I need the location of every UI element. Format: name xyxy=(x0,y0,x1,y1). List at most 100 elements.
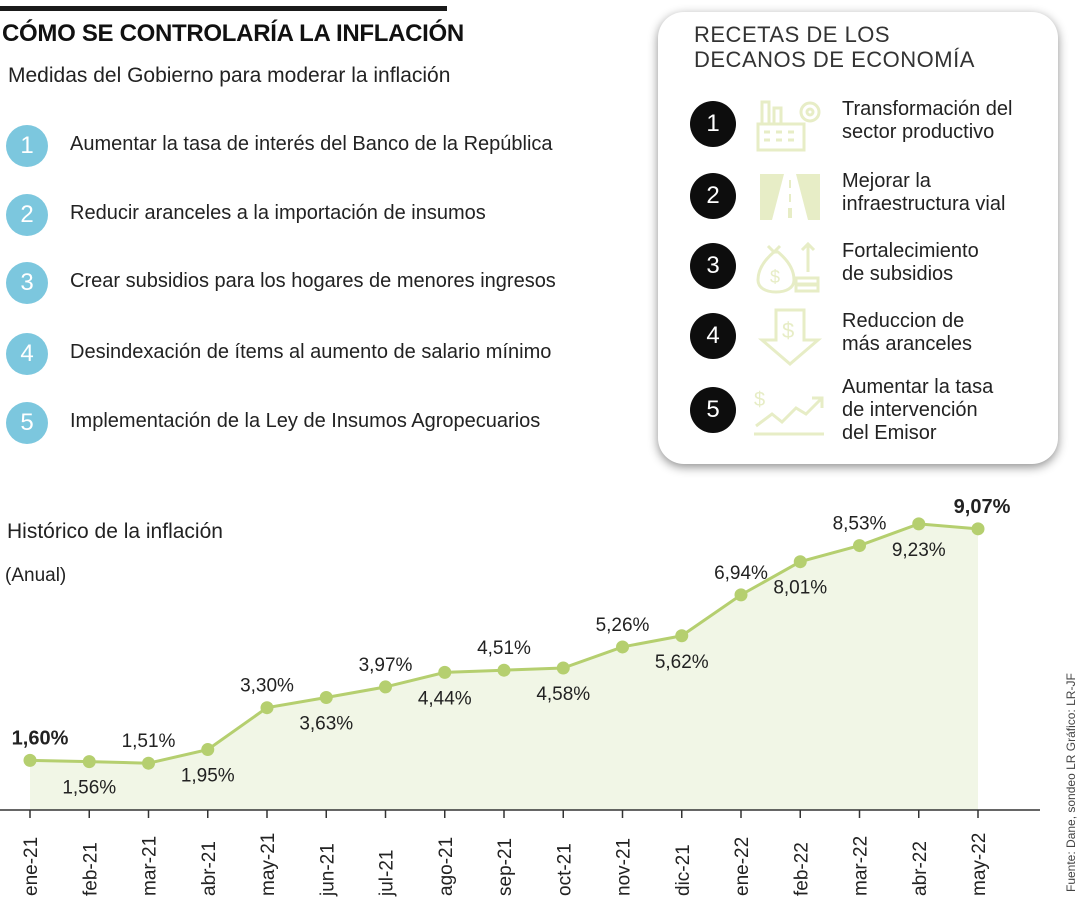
recipe-number-circle: 4 xyxy=(690,313,736,359)
recipe-item: 2 Mejorar la infraestructura vial xyxy=(690,168,1050,228)
x-tick-label: ago-21 xyxy=(436,837,457,896)
data-label: 4,58% xyxy=(536,684,590,705)
recipe-text: Mejorar la infraestructura vial xyxy=(842,170,1006,215)
measure-text: Reducir aranceles a la importación de in… xyxy=(70,202,486,224)
data-label: 6,94% xyxy=(714,563,768,584)
x-tick-label: jul-21 xyxy=(377,850,398,897)
recipe-number-circle: 1 xyxy=(690,101,736,147)
measure-item: 4 Desindexación de ítems al aumento de s… xyxy=(6,333,606,375)
x-tick-label: oct-21 xyxy=(554,843,575,896)
data-point xyxy=(734,588,748,602)
data-point xyxy=(438,665,452,679)
measure-number-circle: 4 xyxy=(6,333,48,375)
x-tick-label: may-22 xyxy=(969,833,990,896)
x-tick-label: mar-21 xyxy=(140,836,161,896)
data-label: 4,44% xyxy=(418,688,472,709)
data-label: 3,97% xyxy=(359,655,413,676)
data-point xyxy=(260,701,274,715)
measure-text: Crear subsidios para los hogares de meno… xyxy=(70,270,556,292)
factory-gear-icon xyxy=(756,100,821,152)
recipe-item: 3 $ Fortalecimiento de subsidios xyxy=(690,238,1050,298)
measure-item: 2 Reducir aranceles a la importación de … xyxy=(6,194,606,236)
svg-text:$: $ xyxy=(754,389,765,411)
recipe-text: Fortalecimiento de subsidios xyxy=(842,240,979,285)
page-title: CÓMO SE CONTROLARÍA LA INFLACIÓN xyxy=(2,20,464,47)
measure-text: Implementación de la Ley de Insumos Agro… xyxy=(70,410,541,432)
road-icon xyxy=(760,174,820,220)
measure-number-circle: 1 xyxy=(6,125,48,167)
data-point xyxy=(853,539,866,553)
x-tick-label: may-21 xyxy=(258,833,279,896)
recipe-item: 4 $ Reduccion de más aranceles xyxy=(690,308,1050,368)
data-label: 4,51% xyxy=(477,638,531,659)
data-point xyxy=(23,753,37,767)
x-tick-label: abr-22 xyxy=(910,841,931,896)
recipe-number-circle: 5 xyxy=(690,387,736,433)
inflation-chart: 1,60% ene-21 1,56% feb-21 1,51% mar-21 1,95% ab… xyxy=(0,496,1040,897)
recipe-item: 5 $ Aumentar la tasa de intervención del… xyxy=(690,376,1050,444)
data-label: 5,26% xyxy=(596,615,650,636)
recipes-title-line: RECETAS DE LOS xyxy=(694,22,891,47)
measure-number-circle: 2 xyxy=(6,194,48,236)
source-note: Fuente: Dane, sondeo LR Gráfico: LR-JF xyxy=(1064,673,1078,892)
data-label: 1,95% xyxy=(181,766,235,787)
x-tick-label: feb-22 xyxy=(791,842,812,896)
measure-item: 1 Aumentar la tasa de interés del Banco … xyxy=(6,125,606,167)
data-label: 9,07% xyxy=(954,496,1011,518)
data-point xyxy=(82,755,96,769)
x-tick-label: ene-22 xyxy=(732,837,753,896)
svg-text:$: $ xyxy=(770,267,780,287)
data-point xyxy=(379,680,392,694)
measure-text: Desindexación de ítems al aumento de sal… xyxy=(70,341,552,363)
x-tick-label: jun-21 xyxy=(317,843,338,897)
title-bar xyxy=(0,6,447,11)
recipe-number-circle: 2 xyxy=(690,173,736,219)
recipes-title-line: DECANOS DE ECONOMÍA xyxy=(694,47,975,72)
recipe-text: Aumentar la tasa de intervención del Emi… xyxy=(842,376,994,444)
recipe-item: 1 Transformación del sector productivo xyxy=(690,96,1050,156)
measure-item: 5 Implementación de la Ley de Insumos Ag… xyxy=(6,402,606,444)
money-bag-coins-icon: $ xyxy=(756,241,820,294)
recipe-text: Transformación del sector productivo xyxy=(842,98,1013,143)
recipes-panel: RECETAS DE LOS DECANOS DE ECONOMÍA 1 Tra… xyxy=(658,12,1058,464)
data-point xyxy=(971,522,985,536)
x-tick-label: sep-21 xyxy=(495,838,516,896)
data-point xyxy=(201,743,215,757)
data-point xyxy=(556,661,570,675)
data-point xyxy=(319,690,333,704)
recipe-text: Reduccion de más aranceles xyxy=(842,310,973,355)
measure-text: Aumentar la tasa de interés del Banco de… xyxy=(70,133,553,155)
measure-item: 3 Crear subsidios para los hogares de me… xyxy=(6,262,606,304)
page-subtitle: Medidas del Gobierno para moderar la inf… xyxy=(8,64,451,87)
x-tick-label: mar-22 xyxy=(851,836,872,896)
data-point xyxy=(616,640,629,654)
data-point xyxy=(793,555,807,569)
x-tick-label: nov-21 xyxy=(614,838,635,896)
x-tick-label: feb-21 xyxy=(80,842,101,896)
data-label: 3,63% xyxy=(299,713,353,734)
data-label: 1,56% xyxy=(62,778,116,799)
data-label: 1,51% xyxy=(122,731,176,752)
chart-title: Histórico de la inflación xyxy=(7,520,223,543)
recipe-number-circle: 3 xyxy=(690,243,736,289)
x-tick-label: abr-21 xyxy=(199,841,220,896)
data-point xyxy=(497,663,511,677)
data-point xyxy=(912,517,926,531)
recipes-title: RECETAS DE LOS DECANOS DE ECONOMÍA xyxy=(694,22,975,72)
x-tick-label: dic-21 xyxy=(673,844,694,896)
chart-unit: (Anual) xyxy=(5,565,67,586)
data-point xyxy=(142,756,155,770)
measure-number-circle: 5 xyxy=(6,402,48,444)
data-point xyxy=(675,629,689,643)
dollar-trend-up-icon: $ xyxy=(754,389,824,436)
svg-text:$: $ xyxy=(782,318,794,343)
measure-number-circle: 3 xyxy=(6,262,48,304)
data-label: 3,30% xyxy=(240,676,294,697)
data-label: 5,62% xyxy=(655,652,709,673)
data-label: 8,53% xyxy=(833,514,887,535)
data-label: 9,23% xyxy=(892,540,946,561)
data-label: 1,60% xyxy=(12,727,69,749)
dollar-down-arrow-icon: $ xyxy=(757,308,823,366)
x-tick-label: ene-21 xyxy=(21,837,42,896)
data-label: 8,01% xyxy=(773,578,827,599)
